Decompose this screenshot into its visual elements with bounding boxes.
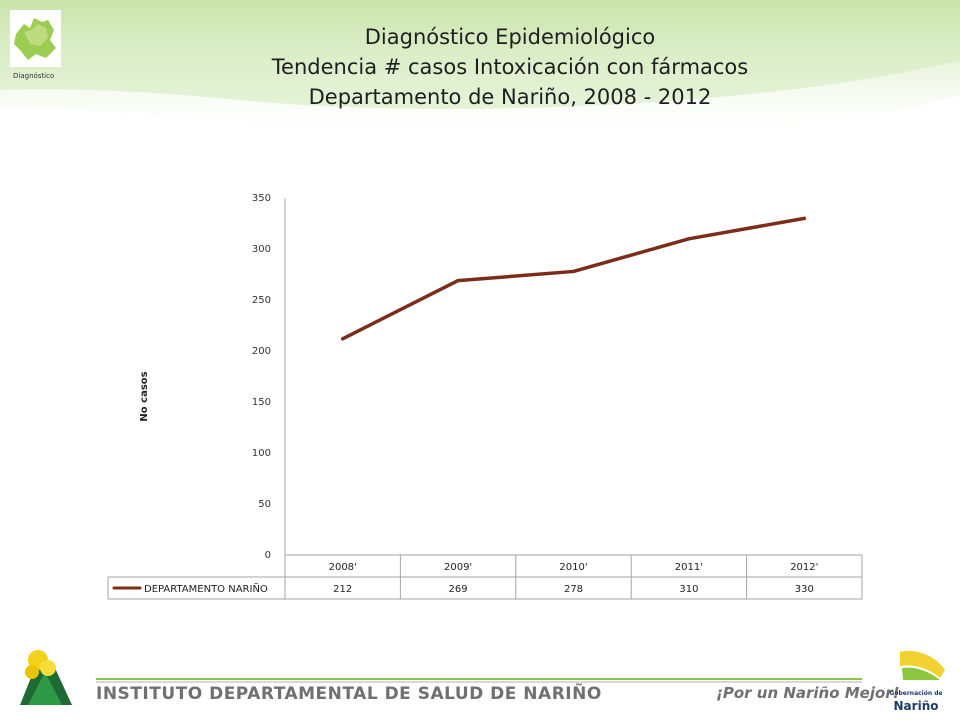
y-tick-label-5: 250 — [252, 295, 271, 306]
data-point-0 — [341, 337, 345, 341]
x-category-label-2: 2010' — [559, 562, 587, 573]
data-value-0: 212 — [333, 584, 352, 595]
x-category-label-3: 2011' — [675, 562, 703, 573]
gobernacion-line-1: Gobernación de — [889, 690, 943, 697]
title-line-2: Tendencia # casos Intoxicación con fárma… — [271, 55, 749, 79]
footer-institute: INSTITUTO DEPARTAMENTAL DE SALUD DE NARI… — [96, 684, 602, 704]
slide-title: Diagnóstico Epidemiológico Tendencia # c… — [150, 22, 870, 112]
data-point-4 — [802, 216, 806, 220]
data-value-4: 330 — [795, 584, 814, 595]
header-wave-light — [0, 0, 960, 109]
flower-logo-icon — [20, 650, 72, 705]
y-tick-label-6: 300 — [252, 244, 271, 255]
data-point-1 — [456, 279, 460, 283]
data-point-3 — [687, 237, 691, 241]
x-category-label-1: 2009' — [444, 562, 472, 573]
title-line-1: Diagnóstico Epidemiológico — [364, 25, 656, 49]
x-category-label-0: 2008' — [329, 562, 357, 573]
y-tick-label-4: 200 — [252, 346, 271, 357]
map-logo — [10, 10, 61, 67]
series-line-0 — [340, 216, 807, 341]
legend-label-series-0: DEPARTAMENTO NARIÑO — [144, 582, 268, 595]
map-icon — [14, 18, 56, 60]
y-tick-label-1: 50 — [258, 499, 271, 510]
data-value-1: 269 — [449, 584, 468, 595]
gobernacion-logo-icon — [900, 650, 945, 680]
gobernacion-label: Gobernación de Nariño — [884, 688, 948, 712]
data-value-3: 310 — [679, 584, 698, 595]
gobernacion-line-2: Nariño — [893, 699, 939, 713]
y-tick-label-7: 350 — [252, 193, 271, 204]
title-line-3: Departamento de Nariño, 2008 - 2012 — [308, 85, 712, 109]
logo-caption: Diagnóstico — [13, 72, 55, 80]
y-tick-label-2: 100 — [252, 448, 271, 459]
data-value-2: 278 — [564, 584, 583, 595]
y-tick-label-0: 0 — [265, 550, 271, 561]
data-point-2 — [572, 269, 575, 273]
y-axis-title: No casos — [139, 371, 150, 421]
x-category-label-4: 2012' — [790, 562, 818, 573]
y-tick-label-3: 150 — [252, 397, 271, 408]
footer-slogan: ¡Por un Nariño Mejor! — [716, 684, 900, 702]
